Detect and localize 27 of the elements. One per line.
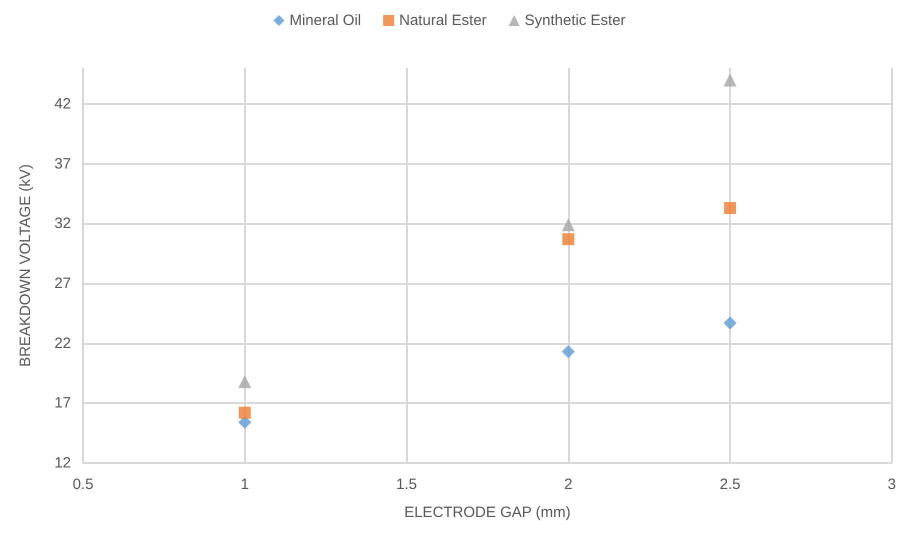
point (724, 316, 737, 330)
y-tick-label: 32 (54, 215, 71, 232)
point (724, 202, 736, 214)
x-tick-label: 2 (564, 476, 572, 493)
point (562, 218, 575, 232)
y-tick-label: 27 (54, 274, 71, 292)
y-tick-label: 22 (54, 334, 71, 352)
x-tick-label: 2.5 (720, 476, 740, 493)
y-tick-label: 37 (54, 155, 71, 172)
point (238, 406, 251, 419)
point (562, 345, 575, 358)
x-axis-title: ELECTRODE GAP (mm) (404, 504, 571, 521)
point (724, 73, 737, 86)
x-tick-label: 0.5 (72, 476, 94, 493)
x-tick-label: 3 (888, 476, 896, 493)
legend-label: Mineral Oil (289, 12, 362, 29)
y-tick-label: 17 (54, 394, 71, 412)
point (238, 416, 252, 429)
legend-label: Natural Ester (399, 12, 487, 29)
y-axis-title: BREAKDOWN VOLTAGE (kV) (17, 164, 34, 367)
y-tick-label: 12 (54, 454, 71, 472)
x-tick-label: 1 (240, 476, 249, 493)
point (238, 375, 252, 388)
x-tick-label: 1.5 (396, 476, 417, 493)
point (562, 233, 574, 246)
y-tick-label: 42 (54, 95, 71, 112)
legend-label: Synthetic Ester (524, 12, 626, 29)
